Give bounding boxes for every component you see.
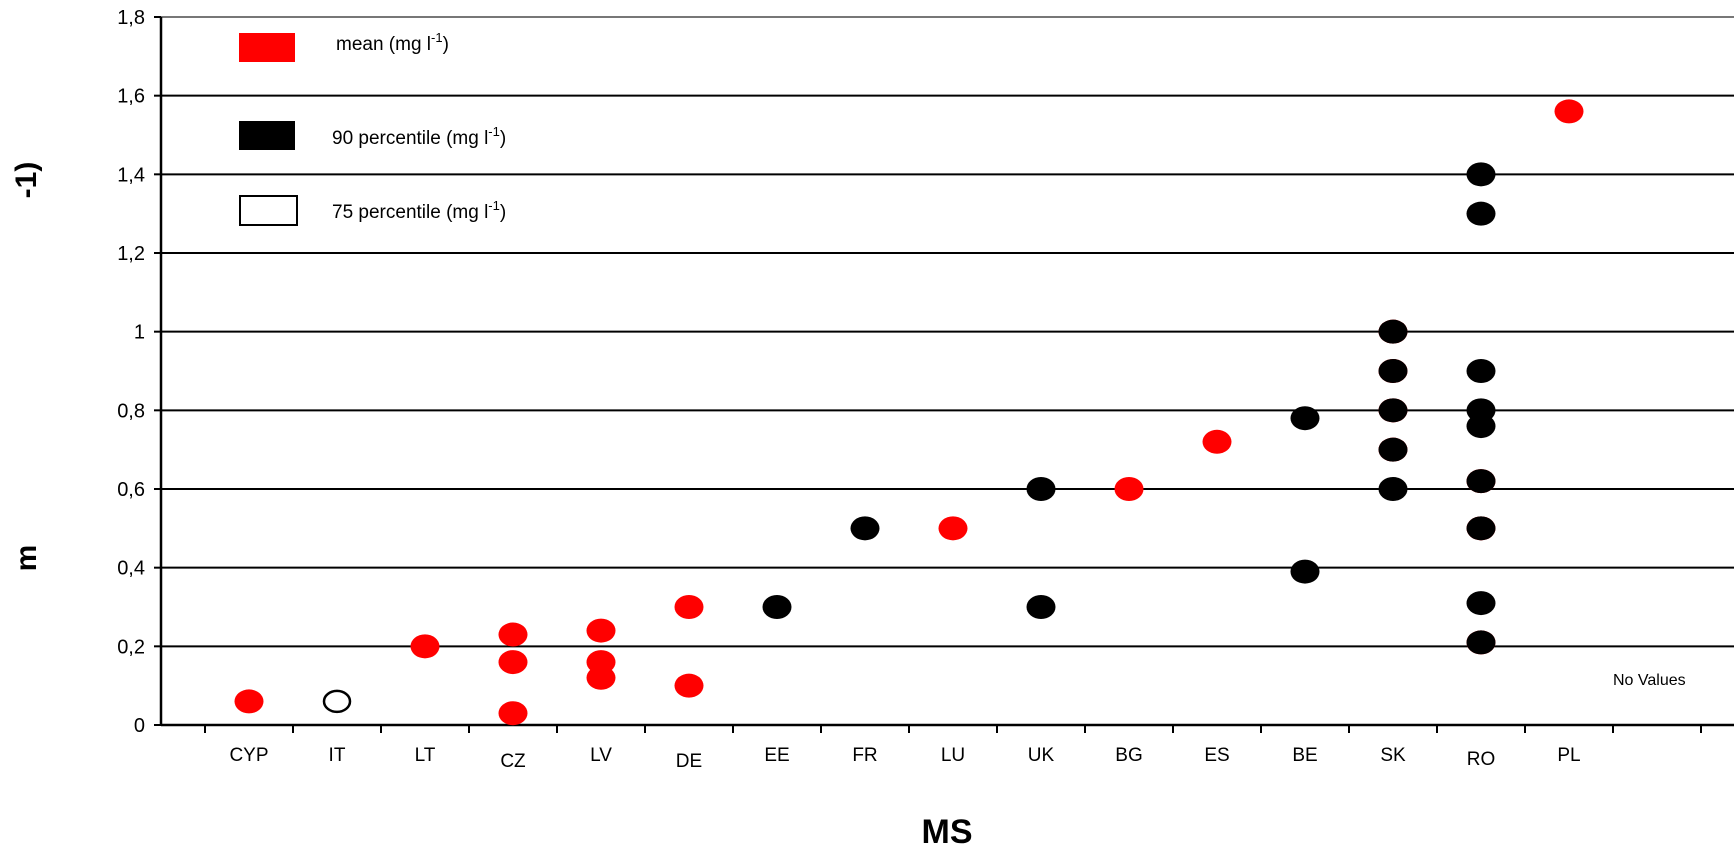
data-point-mean [498, 650, 528, 675]
data-point-p90 [1466, 630, 1496, 655]
y-axis-title: -1) [10, 162, 43, 199]
data-point-mean [674, 673, 704, 698]
x-tick-label: FR [852, 745, 877, 766]
data-point-p90 [1378, 319, 1408, 344]
data-point-p90 [850, 516, 880, 541]
x-tick-label: LT [415, 745, 436, 766]
legend-label-p75: 75 percentile (mg l-1) [332, 198, 506, 223]
x-tick-label: RO [1467, 749, 1496, 770]
data-point-p90 [1466, 516, 1496, 541]
x-tick-label: UK [1028, 745, 1055, 766]
data-point-mean [498, 622, 528, 647]
y-tick-label: 1,2 [117, 243, 145, 265]
y-tick-labels: 0 0,2 0,4 0,6 0,8 1 1,2 1,4 1,6 1,8 [117, 7, 145, 737]
gridlines [161, 16, 1734, 648]
data-point-p75 [322, 689, 352, 714]
data-point-mean [586, 665, 616, 690]
data-point-mean [938, 516, 968, 541]
data-point-mean [674, 595, 704, 619]
x-tick-label: ES [1204, 745, 1229, 766]
data-point-p90 [1378, 477, 1408, 501]
x-tick-label: BG [1115, 745, 1142, 766]
x-tick-label: CYP [229, 745, 268, 766]
data-point-p90 [1378, 398, 1408, 423]
x-tick-labels: CYP IT LT CZ LV DE EE FR LU UK BG ES BE SK RO PL [229, 745, 1580, 772]
x-tick-label: CZ [500, 751, 526, 772]
y-tick-label: 0,8 [117, 400, 145, 422]
y-tick-label: 1,4 [117, 164, 145, 186]
data-point-p90 [1466, 469, 1496, 494]
legend-label-mean: mean (mg l-1) [336, 30, 449, 55]
legend-swatch-p75 [239, 195, 298, 226]
y-tick-label: 1,6 [117, 86, 145, 108]
data-point-p90 [1026, 595, 1056, 619]
x-tick-label: DE [676, 751, 702, 772]
legend: mean (mg l-1) 90 percentile (mg l-1) 75 … [239, 30, 506, 226]
axes [154, 16, 1734, 733]
data-point-mean [1554, 99, 1584, 124]
data-point-p90 [762, 595, 792, 619]
y-tick-label: 0,6 [117, 479, 145, 501]
y-tick-label: 0,2 [117, 636, 145, 658]
legend-swatch-mean [239, 33, 295, 62]
data-point-mean [1114, 477, 1144, 501]
data-point-p90 [1466, 591, 1496, 616]
data-point-mean [586, 618, 616, 643]
data-point-p90 [1466, 414, 1496, 439]
x-tick-label: PL [1557, 745, 1580, 766]
y-axis-title-fragment: m [10, 545, 43, 572]
data-point-p90 [1378, 359, 1408, 383]
data-points [234, 99, 1584, 726]
x-axis-title: MS [922, 813, 973, 848]
data-point-mean [234, 689, 264, 714]
data-point-p90 [1378, 437, 1408, 462]
data-point-p90 [1466, 201, 1496, 226]
x-tick-label: BE [1292, 745, 1317, 766]
x-tick-label: EE [764, 745, 789, 766]
data-point-p90 [1290, 406, 1320, 431]
x-tick-label: IT [329, 745, 346, 766]
data-point-mean [498, 701, 528, 726]
y-tick-label: 0 [134, 715, 145, 737]
data-point-p90 [1290, 559, 1320, 584]
data-point-p90 [1466, 162, 1496, 187]
y-tick-label: 1 [134, 322, 145, 344]
no-values-annotation: No Values [1613, 672, 1686, 689]
x-tick-label: SK [1380, 745, 1406, 766]
y-tick-label: 0,4 [117, 558, 145, 580]
x-tick-label: LV [590, 745, 612, 766]
data-point-mean [1202, 429, 1232, 454]
data-point-mean [410, 634, 440, 659]
data-point-p90 [1466, 359, 1496, 383]
data-point-p90 [1026, 477, 1056, 501]
x-tick-label: LU [941, 745, 965, 766]
y-tick-label: 1,8 [117, 7, 145, 29]
legend-swatch-p90 [239, 121, 295, 150]
legend-label-p90: 90 percentile (mg l-1) [332, 124, 506, 149]
